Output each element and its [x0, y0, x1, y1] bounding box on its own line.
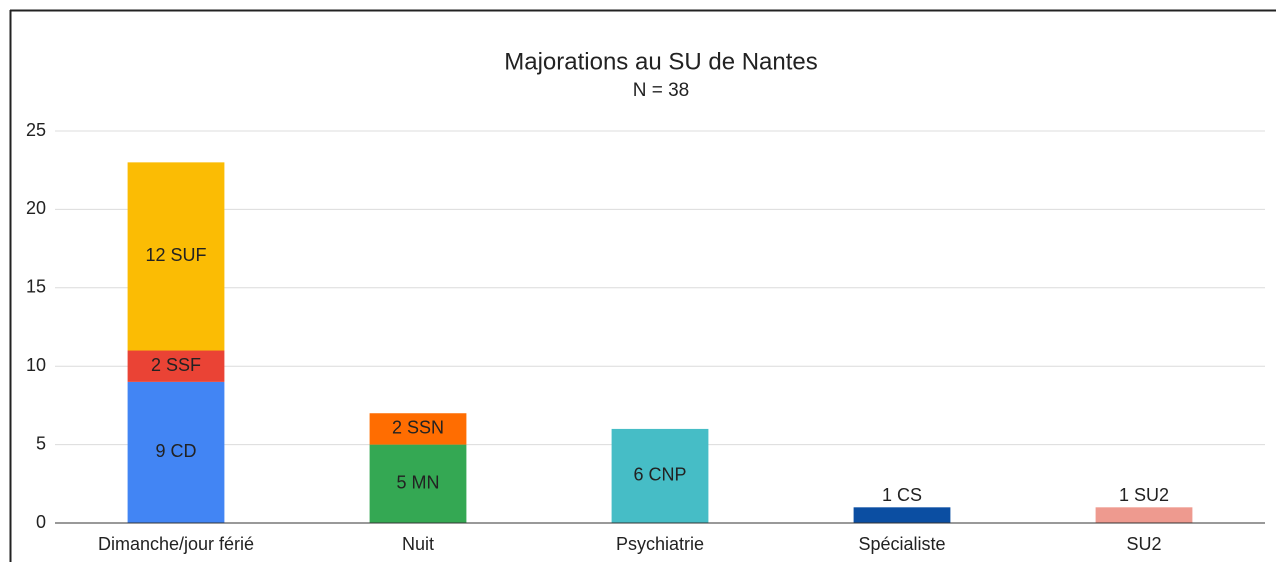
data-label: 6 CNP	[633, 465, 686, 485]
x-tick-label: Nuit	[402, 534, 434, 554]
x-tick-label: SU2	[1126, 534, 1161, 554]
data-label: 9 CD	[155, 441, 196, 461]
bar-segment	[853, 507, 951, 523]
bar-segment	[127, 162, 225, 351]
data-label: 2 SSN	[392, 418, 444, 438]
y-tick-label: 15	[26, 277, 46, 297]
bar-segment	[611, 428, 709, 523]
data-label: 1 CS	[882, 485, 922, 505]
y-tick-label: 25	[26, 120, 46, 140]
x-tick-label: Psychiatrie	[616, 534, 704, 554]
y-tick-label: 5	[36, 433, 46, 453]
y-tick-label: 10	[26, 355, 46, 375]
bar-segment	[127, 381, 225, 523]
chart-title: Majorations au SU de Nantes	[504, 48, 818, 75]
data-label: 5 MN	[396, 473, 439, 493]
data-label: 12 SUF	[145, 245, 206, 265]
y-tick-label: 20	[26, 198, 46, 218]
data-label: 2 SSF	[151, 355, 201, 375]
data-label: 1 SU2	[1119, 485, 1169, 505]
y-tick-label: 0	[36, 512, 46, 532]
bar-segment	[369, 413, 467, 445]
x-tick-label: Spécialiste	[858, 534, 945, 554]
bar-segment	[369, 444, 467, 523]
bar-segment	[127, 350, 225, 382]
bar-segment	[1095, 507, 1193, 523]
x-tick-label: Dimanche/jour férié	[98, 534, 254, 554]
chart-subtitle: N = 38	[633, 80, 690, 101]
